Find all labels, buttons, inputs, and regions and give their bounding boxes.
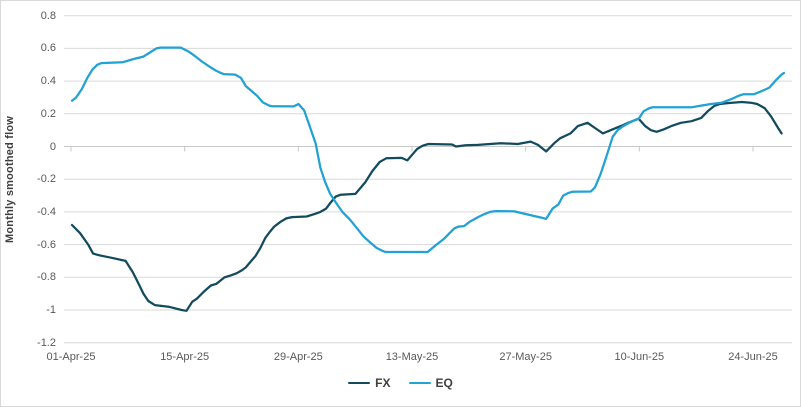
x-tick-label: 13-May-25 — [385, 351, 439, 363]
legend-item-fx: FX — [348, 376, 391, 390]
y-tick-label: -0.8 — [37, 271, 56, 284]
y-tick-label: 0.4 — [40, 75, 56, 88]
y-tick-label: -0.4 — [37, 205, 56, 218]
legend-label-fx: FX — [375, 376, 391, 390]
eq-line-swatch — [408, 381, 431, 385]
x-tick-label: 01-Apr-25 — [46, 351, 96, 363]
x-tick-label: 24-Jun-25 — [728, 351, 778, 363]
x-tick-label: 29-Apr-25 — [273, 351, 323, 363]
y-tick-label: 0 — [49, 140, 56, 153]
x-tick-label: 10-Jun-25 — [614, 351, 665, 363]
y-tick-label: 0.2 — [40, 107, 56, 120]
y-tick-label: -0.2 — [37, 173, 56, 186]
x-tick-label: 27-May-25 — [499, 351, 552, 363]
y-tick-label: -0.6 — [37, 238, 56, 251]
y-tick-label: 0.8 — [40, 9, 56, 22]
legend-label-eq: EQ — [435, 376, 453, 390]
legend-item-eq: EQ — [408, 376, 453, 390]
fx-series-line — [70, 100, 783, 312]
x-tick-label: 15-Apr-25 — [160, 351, 210, 363]
legend: FX EQ — [1, 376, 800, 390]
y-tick-label: -1 — [46, 304, 56, 316]
eq-series-line — [70, 46, 786, 254]
y-tick-label: -1.2 — [37, 336, 56, 349]
y-tick-label: 0.6 — [40, 42, 56, 55]
fx-line-swatch — [348, 381, 371, 385]
